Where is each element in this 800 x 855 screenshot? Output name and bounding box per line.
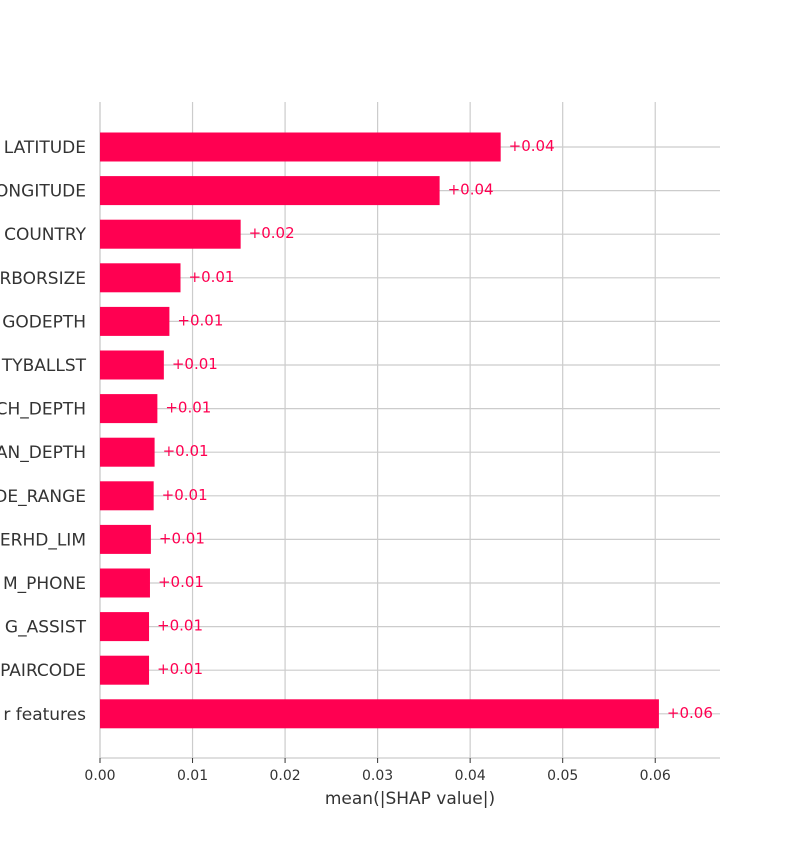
x-tick-label: 0.04 <box>455 768 486 784</box>
x-tick-label: 0.00 <box>84 768 115 784</box>
category-label: PAIRCODE <box>0 661 86 681</box>
value-label: +0.01 <box>163 442 209 460</box>
bar-r-features <box>100 699 659 729</box>
category-label: GODEPTH <box>2 312 86 332</box>
bar-g-assist <box>100 612 150 642</box>
category-label: M_PHONE <box>3 574 86 594</box>
bar-m-phone <box>100 568 150 598</box>
bar-latitude <box>100 132 501 162</box>
value-label: +0.01 <box>158 573 204 591</box>
x-axis-label: mean(|SHAP value|) <box>325 789 495 809</box>
bar-godepth <box>100 306 170 336</box>
value-label: +0.01 <box>159 529 205 547</box>
category-label: r features <box>3 705 86 725</box>
bar-tyballst <box>100 350 164 380</box>
value-label: +0.01 <box>157 660 203 678</box>
bar-rborsize <box>100 263 181 293</box>
bar-paircode <box>100 655 150 685</box>
x-tick-label: 0.02 <box>269 768 300 784</box>
bar-an-depth <box>100 437 155 467</box>
value-label: +0.04 <box>448 181 494 199</box>
category-label: LATITUDE <box>4 138 86 158</box>
bar-erhd-lim <box>100 524 151 554</box>
category-label: CH_DEPTH <box>0 400 86 420</box>
value-label: +0.06 <box>667 704 713 722</box>
x-tick-label: 0.03 <box>362 768 393 784</box>
bar-country <box>100 219 241 249</box>
value-label: +0.02 <box>249 224 295 242</box>
x-tick-label: 0.01 <box>177 768 208 784</box>
x-tick-label: 0.05 <box>547 768 578 784</box>
value-label: +0.01 <box>189 268 235 286</box>
value-label: +0.01 <box>177 311 223 329</box>
x-tick-label: 0.06 <box>640 768 671 784</box>
bar-ch-depth <box>100 394 158 424</box>
value-label: +0.01 <box>165 399 211 417</box>
value-label: +0.04 <box>509 137 555 155</box>
category-label: TYBALLST <box>1 356 87 376</box>
category-label: COUNTRY <box>4 225 87 245</box>
value-label: +0.01 <box>157 617 203 635</box>
category-label: AN_DEPTH <box>0 443 86 463</box>
bar-ongitude <box>100 176 440 206</box>
value-label: +0.01 <box>172 355 218 373</box>
category-label: DE_RANGE <box>0 487 86 507</box>
category-label: RBORSIZE <box>0 269 86 289</box>
category-label: ONGITUDE <box>0 182 86 202</box>
bar-de-range <box>100 481 154 511</box>
category-label: ERHD_LIM <box>0 530 86 550</box>
value-label: +0.01 <box>162 486 208 504</box>
category-label: G_ASSIST <box>5 618 87 638</box>
